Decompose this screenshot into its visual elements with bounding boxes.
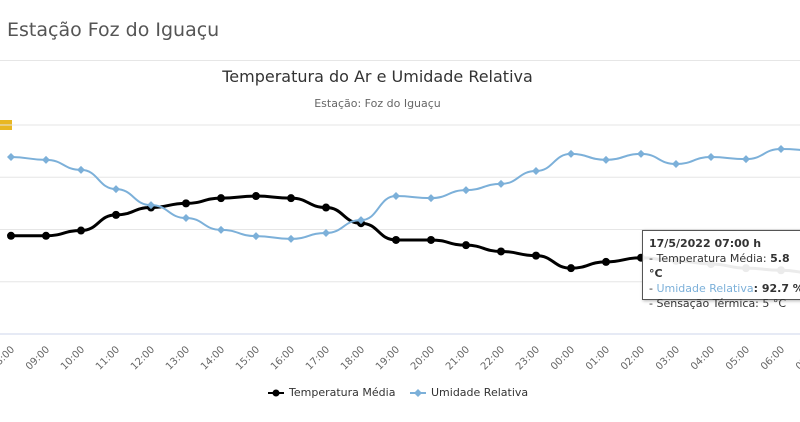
humidity-point	[742, 155, 750, 164]
temperature-point	[7, 231, 15, 240]
x-tick-label: 17:00	[304, 344, 332, 372]
x-tick-label: 05:00	[724, 344, 752, 372]
temperature-point	[322, 203, 330, 212]
humidity-point	[777, 145, 785, 154]
temperature-point	[427, 235, 435, 244]
temperature-point	[217, 194, 225, 203]
humidity-point	[532, 166, 540, 175]
humidity-point	[637, 149, 645, 158]
x-tick-label: 14:00	[199, 344, 227, 372]
x-tick-label: 19:00	[374, 344, 402, 372]
x-tick-label: 07:00	[794, 344, 800, 372]
tooltip-hum-label: Umidade Relativa	[656, 282, 754, 295]
x-tick-label: 18:00	[339, 344, 367, 372]
legend-marker-circle-icon	[268, 389, 284, 396]
temperature-point	[392, 235, 400, 244]
humidity-point	[182, 214, 190, 223]
humidity-point	[147, 201, 155, 210]
x-tick-label: 04:00	[689, 344, 717, 372]
temperature-point	[532, 251, 540, 260]
x-tick-label: 20:00	[409, 344, 437, 372]
temperature-point	[602, 257, 610, 266]
legend-label: Umidade Relativa	[431, 386, 529, 399]
temperature-point	[112, 210, 120, 219]
tooltip-temp-value: 5.8 °C	[649, 252, 790, 280]
tooltip-date: 17/5/2022 07:00 h	[649, 237, 762, 250]
temperature-point	[182, 199, 190, 208]
temperature-point	[567, 264, 575, 273]
x-tick-label: 02:00	[619, 344, 647, 372]
humidity-point	[252, 232, 260, 241]
humidity-point	[462, 186, 470, 195]
x-tick-label: 21:00	[444, 344, 472, 372]
humidity-line	[10, 148, 800, 240]
humidity-point	[602, 155, 610, 164]
humidity-point	[77, 165, 85, 174]
humidity-point	[322, 228, 330, 237]
chart-subtitle: Estação: Foz do Iguaçu	[314, 97, 441, 110]
x-tick-label: 06:00	[759, 344, 787, 372]
x-tick-label: 01:00	[584, 344, 612, 372]
tooltip-prefix: -	[649, 282, 657, 295]
humidity-point	[427, 194, 435, 203]
chart-title: Temperatura do Ar e Umidade Relativa	[222, 67, 533, 86]
x-tick-label: 22:00	[479, 344, 507, 372]
temperature-point	[252, 192, 260, 201]
x-tick-label: 09:00	[24, 344, 52, 372]
x-tick-label: 08:00	[0, 344, 17, 372]
temperature-point	[497, 247, 505, 256]
x-tick-label: 23:00	[514, 344, 542, 372]
humidity-point	[707, 153, 715, 162]
x-tick-label: 00:00	[549, 344, 577, 372]
x-tick-label: 03:00	[654, 344, 682, 372]
x-tick-label: 11:00	[94, 344, 122, 372]
humidity-point	[567, 149, 575, 158]
humidity-point	[42, 155, 50, 164]
x-tick-label: 16:00	[269, 344, 297, 372]
temperature-point	[42, 231, 50, 240]
tooltip-hum-value: : 92.7 %	[753, 282, 800, 295]
humidity-point	[497, 179, 505, 188]
humidity-point	[392, 192, 400, 201]
humidity-point	[217, 225, 225, 234]
x-tick-label: 10:00	[59, 344, 87, 372]
legend-label: Temperatura Média	[289, 386, 396, 399]
humidity-point	[7, 153, 15, 162]
x-tick-label: 15:00	[234, 344, 262, 372]
temperature-point	[77, 226, 85, 235]
x-tick-label: 13:00	[164, 344, 192, 372]
station-title: Estação Foz do Iguaçu	[7, 19, 220, 41]
temperature-point	[287, 194, 295, 203]
humidity-point	[287, 234, 295, 243]
legend-item-humidity[interactable]: Umidade Relativa	[410, 386, 528, 399]
legend-item-temperature[interactable]: Temperatura Média	[268, 386, 395, 399]
legend-marker-diamond-icon	[410, 388, 426, 397]
humidity-point	[112, 185, 120, 194]
tooltip: 17/5/2022 07:00 h - Temperatura Média: 5…	[642, 230, 800, 310]
temperature-point	[462, 241, 470, 250]
tooltip-sensation: - Sensação Térmica: 5 °C	[649, 297, 787, 310]
tooltip-temp-label: - Temperatura Média:	[649, 252, 771, 265]
x-tick-label: 12:00	[129, 344, 157, 372]
humidity-point	[672, 160, 680, 169]
divider	[0, 60, 800, 61]
humidity-point	[357, 216, 365, 225]
